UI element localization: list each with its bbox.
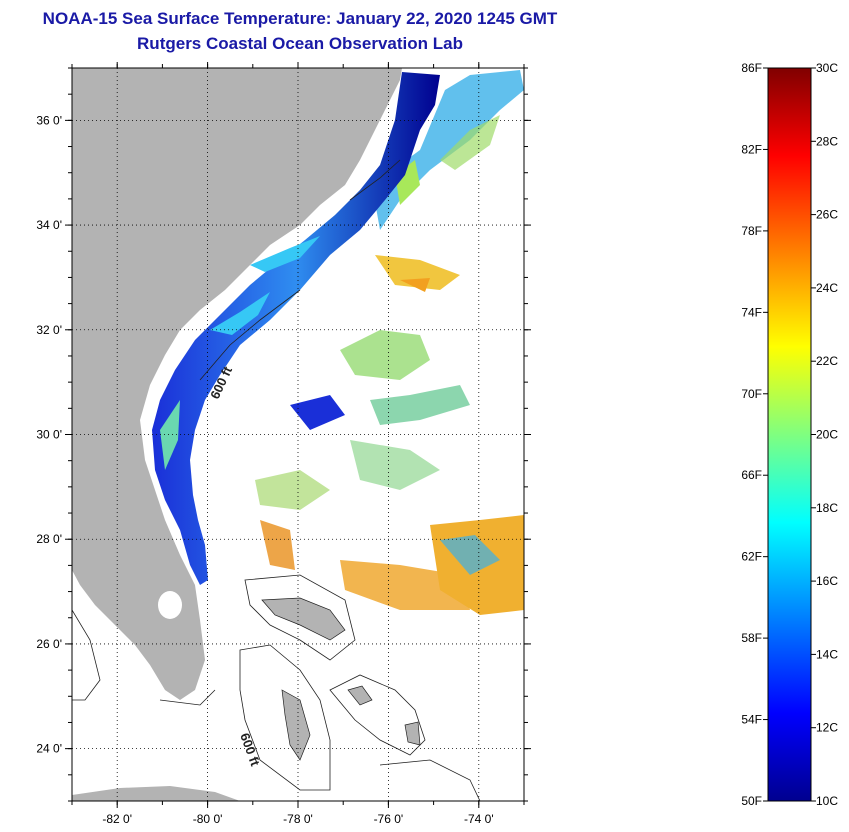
lat-tick-label: 32 0' <box>36 323 62 337</box>
colorbar-label-c: 26C <box>816 208 838 222</box>
lon-tick-label: -74 0' <box>464 812 494 826</box>
colorbar-label-f: 58F <box>741 631 762 645</box>
color-bar: 86F 82F 78F 74F 70F 66F 62F 58F 54F 50F 30C 28C 26C 2… <box>741 61 838 808</box>
map-title: NOAA-15 Sea Surface Temperature: January… <box>42 9 558 28</box>
lon-tick-label: -80 0' <box>193 812 223 826</box>
color-bar-scale <box>767 67 812 802</box>
colorbar-label-c: 10C <box>816 794 838 808</box>
bahamas-islands <box>261 597 421 761</box>
map-panel: 600 ft 600 ft <box>72 68 524 801</box>
colorbar-label-c: 24C <box>816 281 838 295</box>
colorbar-label-f: 54F <box>741 713 762 727</box>
lake-okeechobee <box>158 591 182 619</box>
lat-tick-label: 36 0' <box>36 113 62 127</box>
colorbar-label-f: 82F <box>741 142 762 156</box>
map-graticule <box>72 68 524 801</box>
colorbar-label-c: 16C <box>816 574 838 588</box>
colorbar-label-c: 20C <box>816 428 838 442</box>
map-axis-ticks: -82 0' -80 0' -78 0' -76 0' -74 0' 36 0' 34 0'… <box>36 62 531 826</box>
colorbar-label-f: 78F <box>741 224 762 238</box>
map-subtitle: Rutgers Coastal Ocean Observation Lab <box>137 34 463 53</box>
colorbar-label-f: 70F <box>741 387 762 401</box>
colorbar-label-f: 74F <box>741 305 762 319</box>
colorbar-label-f: 66F <box>741 468 762 482</box>
lon-tick-label: -78 0' <box>283 812 313 826</box>
colorbar-label-c: 30C <box>816 61 838 75</box>
cuba-land <box>72 786 240 801</box>
land-mass <box>72 68 402 700</box>
lat-tick-label: 26 0' <box>36 637 62 651</box>
lat-tick-label: 34 0' <box>36 218 62 232</box>
colorbar-label-c: 12C <box>816 721 838 735</box>
lat-tick-label: 24 0' <box>36 742 62 756</box>
colorbar-label-c: 22C <box>816 354 838 368</box>
bathymetry-contours <box>72 159 481 801</box>
lon-tick-label: -82 0' <box>102 812 132 826</box>
colorbar-label-f: 62F <box>741 550 762 564</box>
lat-tick-label: 30 0' <box>36 428 62 442</box>
colorbar-label-c: 14C <box>816 647 838 661</box>
lon-tick-label: -76 0' <box>374 812 404 826</box>
coastal-shelf-water <box>152 72 440 585</box>
sst-data-layer <box>255 70 524 615</box>
colorbar-label-c: 28C <box>816 134 838 148</box>
colorbar-label-f: 50F <box>741 794 762 808</box>
colorbar-label-f: 86F <box>741 61 762 75</box>
colorbar-label-c: 18C <box>816 501 838 515</box>
lat-tick-label: 28 0' <box>36 532 62 546</box>
